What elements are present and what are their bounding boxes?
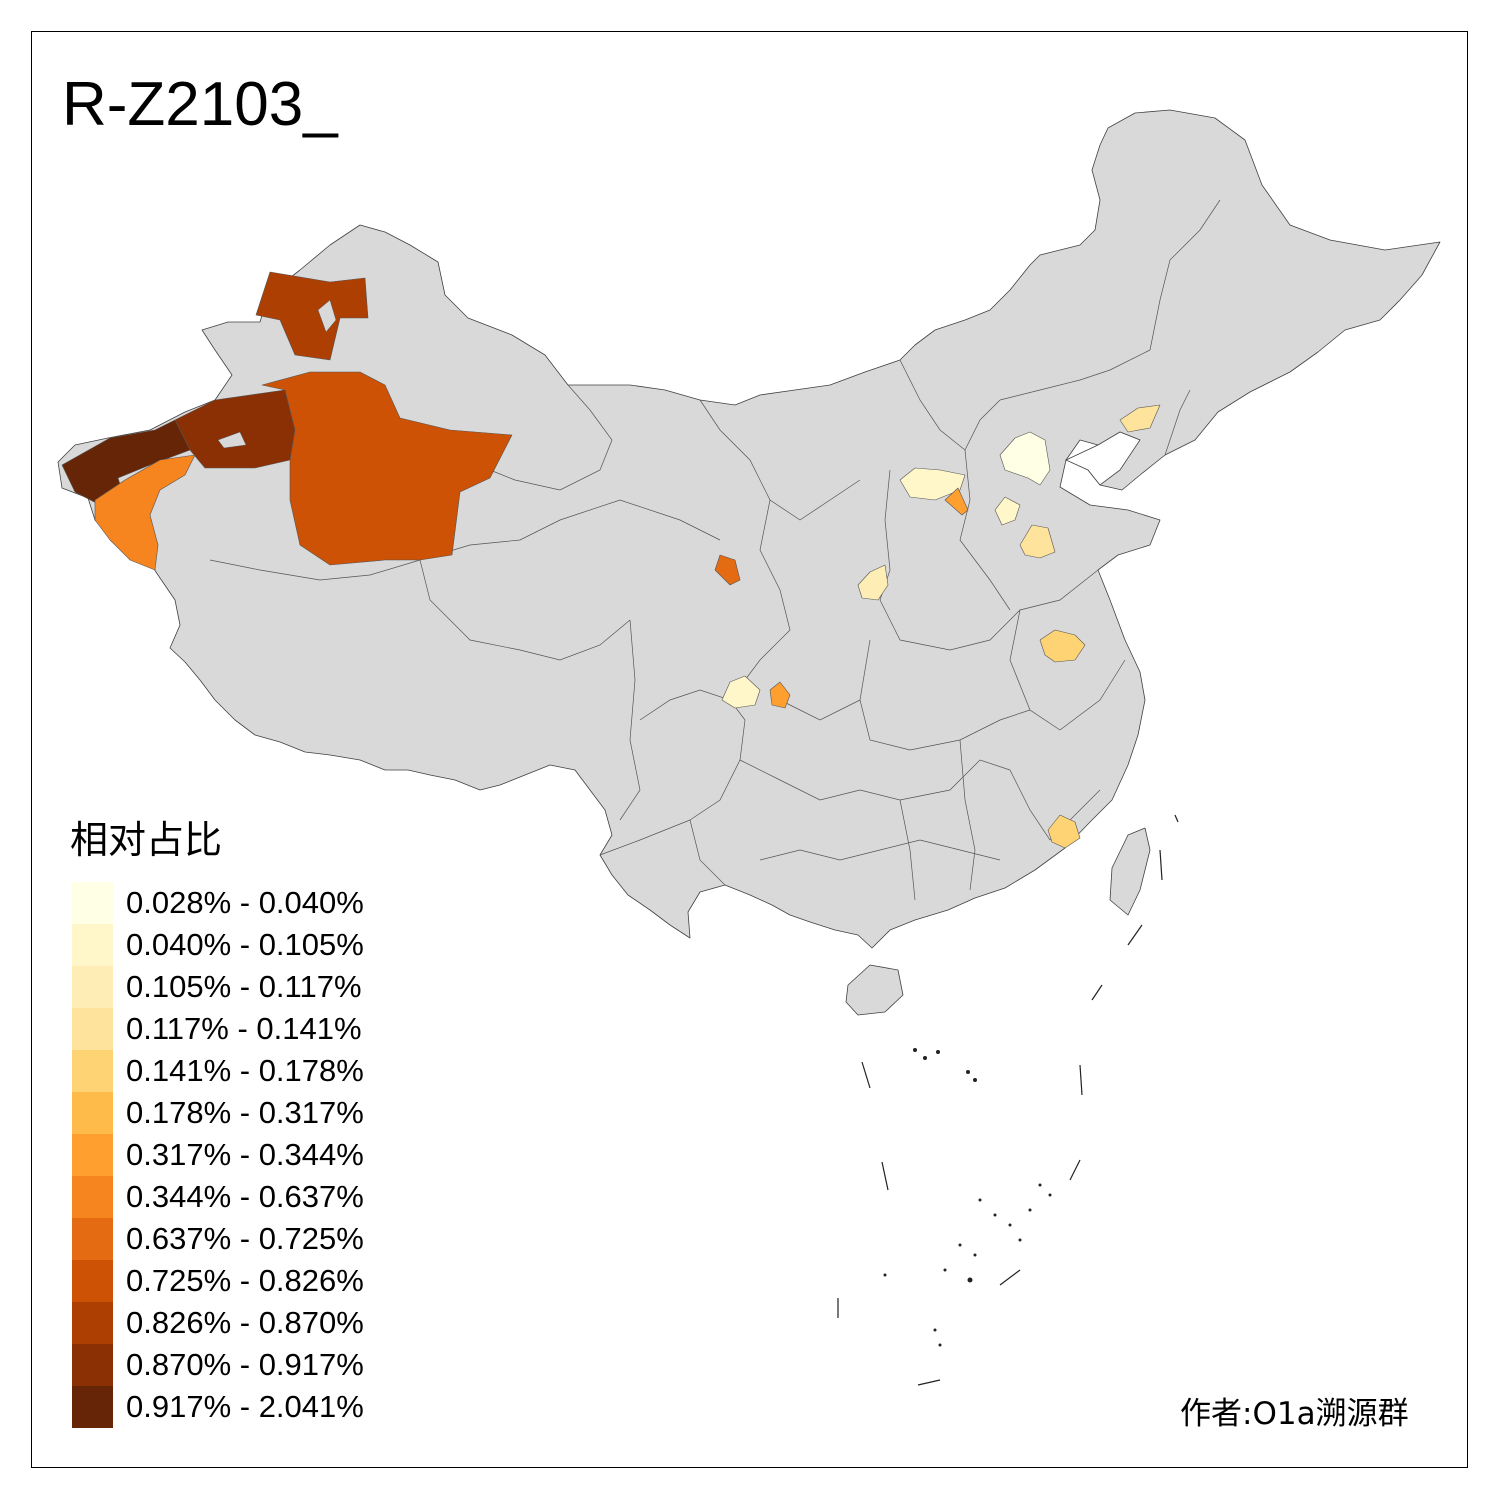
- hainan-island: [845, 964, 904, 1016]
- bohai-sea: [1065, 431, 1141, 486]
- legend-swatch: [72, 966, 113, 1008]
- legend-item: 0.040% - 0.105%: [72, 924, 364, 966]
- legend-range-label: 0.317% - 0.344%: [126, 1137, 364, 1172]
- region-liaoning: [1119, 404, 1161, 433]
- legend-swatch: [72, 924, 113, 966]
- legend-item: 0.826% - 0.870%: [72, 1302, 364, 1344]
- province-borders: [209, 199, 1221, 901]
- region-sichuan-west: [721, 675, 761, 709]
- legend-swatch: [72, 1260, 113, 1302]
- legend-item: 0.870% - 0.917%: [72, 1344, 364, 1386]
- legend-item: 0.725% - 0.826%: [72, 1260, 364, 1302]
- legend-swatch: [72, 882, 113, 924]
- colored-regions: [61, 271, 1161, 849]
- china-landmass: [57, 109, 1441, 949]
- legend-item: 0.637% - 0.725%: [72, 1218, 364, 1260]
- legend-item: 0.028% - 0.040%: [72, 882, 364, 924]
- region-beijing: [999, 431, 1051, 486]
- legend-range-label: 0.117% - 0.141%: [126, 1011, 362, 1046]
- legend-range-label: 0.917% - 2.041%: [126, 1389, 364, 1424]
- region-kashgar-north: [61, 419, 191, 506]
- legend-swatch: [72, 1092, 113, 1134]
- region-hebei: [994, 496, 1021, 526]
- legend-range-label: 0.178% - 0.317%: [126, 1095, 364, 1130]
- south-sea-islands: [837, 814, 1179, 1386]
- legend-item: 0.178% - 0.317%: [72, 1092, 364, 1134]
- legend-item: 0.117% - 0.141%: [72, 1008, 364, 1050]
- region-inner-mongolia: [899, 467, 966, 501]
- legend: 0.028% - 0.040% 0.040% - 0.105% 0.105% -…: [72, 882, 364, 1428]
- legend-item: 0.105% - 0.117%: [72, 966, 364, 1008]
- legend-item: 0.344% - 0.637%: [72, 1176, 364, 1218]
- legend-swatch: [72, 1218, 113, 1260]
- legend-swatch: [72, 1008, 113, 1050]
- legend-range-label: 0.870% - 0.917%: [126, 1347, 364, 1382]
- region-jiangsu: [1039, 629, 1086, 663]
- author-credit: 作者:O1a溯源群: [1180, 1396, 1409, 1432]
- region-shaanxi: [857, 564, 889, 601]
- taiwan-island: [1109, 827, 1151, 916]
- legend-item: 0.917% - 2.041%: [72, 1386, 364, 1428]
- legend-range-label: 0.040% - 0.105%: [126, 927, 364, 962]
- region-altay: [255, 271, 369, 361]
- legend-item: 0.317% - 0.344%: [72, 1134, 364, 1176]
- legend-range-label: 0.105% - 0.117%: [126, 969, 362, 1004]
- legend-range-label: 0.826% - 0.870%: [126, 1305, 364, 1340]
- region-sichuan-east: [769, 681, 791, 709]
- legend-range-label: 0.344% - 0.637%: [126, 1179, 364, 1214]
- region-xinjiang-east: [261, 371, 513, 566]
- legend-swatch: [72, 1302, 113, 1344]
- legend-item: 0.141% - 0.178%: [72, 1050, 364, 1092]
- map-title: R-Z2103_: [62, 70, 338, 139]
- lake-1: [317, 299, 337, 333]
- region-hebei-south: [1019, 524, 1056, 559]
- legend-swatch: [72, 1386, 113, 1428]
- legend-swatch: [72, 1176, 113, 1218]
- region-shanxi-north: [944, 487, 969, 516]
- legend-swatch: [72, 1344, 113, 1386]
- legend-swatch: [72, 1050, 113, 1092]
- legend-range-label: 0.637% - 0.725%: [126, 1221, 364, 1256]
- region-qinghai-small: [714, 554, 741, 586]
- legend-range-label: 0.725% - 0.826%: [126, 1263, 364, 1298]
- region-kashgar: [94, 454, 196, 571]
- legend-swatch: [72, 1134, 113, 1176]
- region-fujian: [1047, 814, 1081, 849]
- legend-title: 相对占比: [70, 818, 223, 862]
- legend-range-label: 0.141% - 0.178%: [126, 1053, 364, 1088]
- lake-2: [217, 431, 247, 449]
- legend-range-label: 0.028% - 0.040%: [126, 885, 364, 920]
